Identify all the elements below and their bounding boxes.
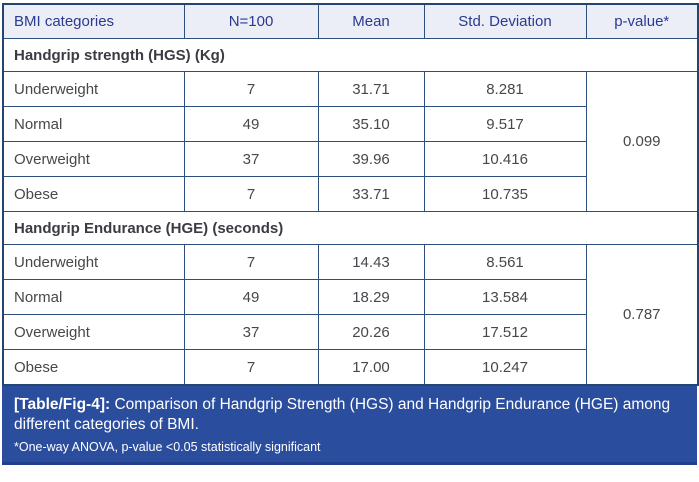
cell-n: 37 [183,141,319,177]
table-row: Underweight 7 31.71 8.281 0.099 [2,71,699,212]
column-header-n: N=100 [183,3,319,39]
caption-label: [Table/Fig-4]: [14,396,111,413]
cell-category: Underweight [2,71,185,107]
table-row: Overweight 37 20.26 17.512 [2,314,698,350]
cell-n: 7 [183,244,319,280]
cell-n: 7 [183,349,319,386]
caption-footnote: *One-way ANOVA, p-value <0.05 statistica… [14,439,321,454]
section-header-hge: Handgrip Endurance (HGE) (seconds) [2,211,699,245]
cell-n: 37 [183,314,319,350]
figure-caption: [Table/Fig-4]: Comparison of Handgrip St… [14,395,685,436]
cell-mean: 35.10 [317,106,425,142]
cell-sd: 10.247 [423,349,587,386]
cell-category: Normal [2,279,185,315]
cell-mean: 20.26 [317,314,425,350]
cell-p-value-hge: 0.787 [585,244,699,386]
cell-mean: 18.29 [317,279,425,315]
column-header-p-value: p-value* [585,3,699,39]
cell-n: 49 [183,106,319,142]
table-row: Overweight 37 39.96 10.416 [2,141,698,177]
column-header-bmi-categories: BMI categories [2,3,185,39]
cell-category: Obese [2,349,185,386]
cell-mean: 17.00 [317,349,425,386]
table-row: Obese 7 17.00 10.247 [2,349,698,386]
cell-n: 7 [183,71,319,107]
cell-mean: 33.71 [317,176,425,212]
section-title: Handgrip Endurance (HGE) (seconds) [2,211,699,245]
cell-sd: 9.517 [423,106,587,142]
cell-category: Obese [2,176,185,212]
cell-sd: 13.584 [423,279,587,315]
cell-n: 7 [183,176,319,212]
figure-caption-band: [Table/Fig-4]: Comparison of Handgrip St… [2,386,697,465]
table-row: Underweight 7 14.43 8.561 0.787 [2,244,699,386]
caption-text: Comparison of Handgrip Strength (HGS) an… [14,396,671,434]
cell-category: Underweight [2,244,185,280]
column-header-std-deviation: Std. Deviation [423,3,587,39]
section-header-hgs: Handgrip strength (HGS) (Kg) [2,38,699,72]
table-header-row: BMI categories N=100 Mean Std. Deviation… [2,3,699,39]
cell-mean: 14.43 [317,244,425,280]
cell-category: Overweight [2,314,185,350]
cell-n: 49 [183,279,319,315]
table-row: Obese 7 33.71 10.735 [2,176,698,212]
cell-sd: 8.561 [423,244,587,280]
column-header-mean: Mean [317,3,425,39]
cell-sd: 10.735 [423,176,587,212]
cell-sd: 17.512 [423,314,587,350]
bmi-comparison-table: BMI categories N=100 Mean Std. Deviation… [2,3,699,386]
cell-category: Normal [2,106,185,142]
cell-mean: 39.96 [317,141,425,177]
cell-category: Overweight [2,141,185,177]
cell-sd: 10.416 [423,141,587,177]
cell-sd: 8.281 [423,71,587,107]
cell-mean: 31.71 [317,71,425,107]
section-title: Handgrip strength (HGS) (Kg) [2,38,699,72]
table-row: Normal 49 35.10 9.517 [2,106,698,142]
cell-p-value-hgs: 0.099 [585,71,699,212]
